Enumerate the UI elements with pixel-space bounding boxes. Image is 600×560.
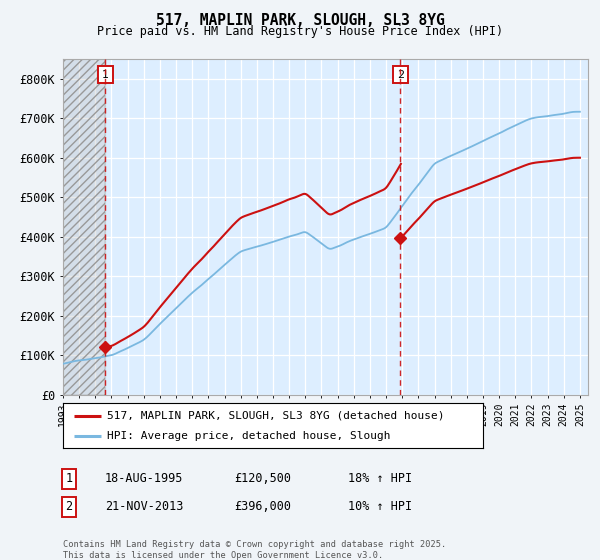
Text: 517, MAPLIN PARK, SLOUGH, SL3 8YG (detached house): 517, MAPLIN PARK, SLOUGH, SL3 8YG (detac… xyxy=(107,410,445,421)
Text: 2: 2 xyxy=(397,69,404,80)
Text: Price paid vs. HM Land Registry's House Price Index (HPI): Price paid vs. HM Land Registry's House … xyxy=(97,25,503,39)
Text: 18-AUG-1995: 18-AUG-1995 xyxy=(105,472,184,486)
Text: Contains HM Land Registry data © Crown copyright and database right 2025.
This d: Contains HM Land Registry data © Crown c… xyxy=(63,540,446,559)
Text: HPI: Average price, detached house, Slough: HPI: Average price, detached house, Slou… xyxy=(107,431,391,441)
Text: 2: 2 xyxy=(65,500,73,514)
Text: 517, MAPLIN PARK, SLOUGH, SL3 8YG: 517, MAPLIN PARK, SLOUGH, SL3 8YG xyxy=(155,13,445,28)
Text: £120,500: £120,500 xyxy=(234,472,291,486)
Text: 10% ↑ HPI: 10% ↑ HPI xyxy=(348,500,412,514)
Bar xyxy=(63,59,106,395)
Text: 21-NOV-2013: 21-NOV-2013 xyxy=(105,500,184,514)
Text: 18% ↑ HPI: 18% ↑ HPI xyxy=(348,472,412,486)
Bar xyxy=(63,59,106,395)
Text: 1: 1 xyxy=(65,472,73,486)
Text: £396,000: £396,000 xyxy=(234,500,291,514)
Text: 1: 1 xyxy=(102,69,109,80)
